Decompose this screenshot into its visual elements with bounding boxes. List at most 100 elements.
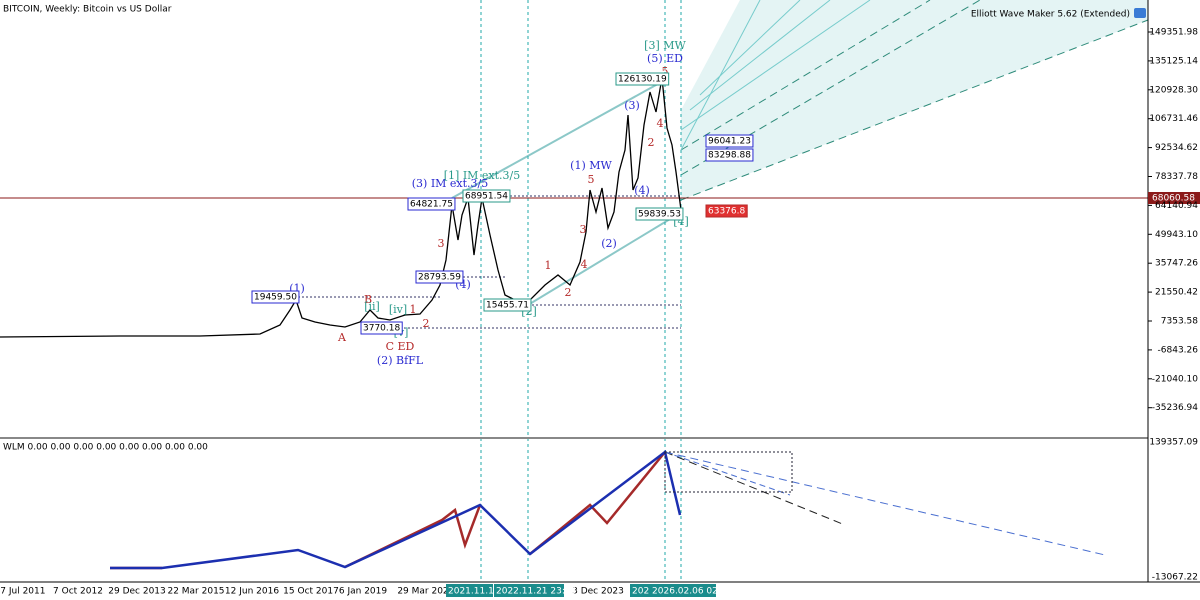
price-label: 149351.98 (1149, 28, 1198, 38)
indicator-icon (1134, 8, 1146, 18)
indicator-axis-label: -13067.22 (1152, 573, 1198, 583)
price-label: 78337.78 (1155, 172, 1198, 182)
proj-line (664, 451, 791, 496)
price-box (407, 197, 456, 211)
wave-label: (1) MW (570, 159, 612, 172)
wave-label: (2) BfFL (377, 354, 424, 367)
price-label: 7353.58 (1161, 317, 1198, 327)
price-label: 21550.42 (1155, 288, 1198, 298)
price-box-label: 96041.23 (708, 137, 751, 147)
date-highlight (630, 584, 716, 597)
price-box (705, 204, 748, 218)
price-box-label: 63376.8 (708, 207, 745, 217)
indicator-axis-label: 139357.09 (1149, 438, 1198, 448)
date-label: 202 2026.02.06 02:15 (632, 587, 732, 597)
price-label: 49943.10 (1155, 230, 1198, 240)
wave-label: (3) (624, 99, 640, 112)
date-label: 2022.11.21 23:45 (496, 587, 576, 597)
wave-label: 3 (580, 223, 587, 236)
date-label: 7 Oct 2012 (53, 587, 103, 597)
price-label: -35236.94 (1152, 403, 1198, 413)
wlm-projections (664, 451, 1106, 556)
wave-label: (4) (634, 184, 650, 197)
wave-label: [1] IM ext.3/5 (444, 169, 521, 182)
price-box-label: 59839.53 (638, 210, 681, 220)
date-label: 29 Dec 2013 (108, 587, 166, 597)
price-box (415, 270, 464, 284)
fan-line (680, 19, 1149, 201)
price-label: 64140.94 (1155, 201, 1198, 211)
price-label: 106731.46 (1149, 114, 1198, 124)
date-highlight (446, 584, 493, 597)
price-box (615, 72, 670, 86)
current-price-tag (1148, 192, 1200, 204)
date-label: 12 Jun 2016 (225, 587, 279, 597)
indicator-title: WLM 0.00 0.00 0.00 0.00 0.00 0.00 0.00 0… (3, 443, 208, 453)
channel-upper (451, 79, 666, 199)
wave-label: 1 (545, 259, 552, 272)
date-label: 17 Jul 2011 (0, 587, 45, 597)
wave-label: 2 (565, 286, 572, 299)
price-label: 92534.62 (1155, 143, 1198, 153)
wave-label: 4 (581, 258, 588, 271)
symbol-title: BITCOIN, Weekly: Bitcoin vs US Dollar (3, 5, 172, 15)
wave-label: C ED (386, 340, 415, 353)
wave-label: (5) ED (647, 52, 683, 65)
wlm-blue (110, 449, 682, 570)
price-box (360, 321, 403, 335)
price-curve (0, 77, 682, 338)
price-box-label: 64821.75 (410, 200, 453, 210)
price-box-label: 19459.50 (254, 293, 297, 303)
price-box-label: 28793.59 (418, 273, 461, 283)
fan-line (689, 0, 831, 111)
price-label: -21040.10 (1152, 374, 1198, 384)
fan-line (699, 0, 801, 96)
price-box (462, 189, 511, 203)
price-box-label: 126130.19 (618, 75, 667, 85)
price-label: 120928.30 (1149, 85, 1198, 95)
wave-label: [iv] (389, 303, 407, 316)
price-box (705, 148, 754, 162)
wave-label: 5 (662, 65, 669, 78)
fan-thin (680, 0, 871, 151)
wave-label: B (364, 293, 372, 306)
wave-label: 2 (423, 317, 430, 330)
current-price: 68060.58 (1152, 194, 1195, 204)
wave-label: 3 (438, 237, 445, 250)
price-box-label: 3770.18 (363, 324, 400, 334)
wave-label: [ii] (364, 300, 380, 313)
price-label: 35747.26 (1155, 259, 1198, 269)
price-box (251, 290, 300, 304)
channel-lower (527, 212, 681, 306)
date-label: 3 Dec 2023 (572, 587, 624, 597)
date-label: 29 Mar 202 (397, 587, 448, 597)
wave-label: A (337, 331, 347, 344)
price-box (635, 207, 684, 221)
price-box (705, 134, 754, 148)
time-markers (480, 0, 682, 582)
wave-label: 1 (410, 303, 417, 316)
proj-box (664, 451, 793, 493)
date-label: 22 Mar 2015 (167, 587, 224, 597)
wave-label: 5 (588, 173, 595, 186)
price-box-label: 15455.71 (486, 301, 529, 311)
date-label: 2021.11.10 (448, 587, 500, 597)
wave-label: 2 (648, 136, 655, 149)
wave-label: (3) IM ext.3/5 (412, 177, 489, 190)
fan-line (680, 0, 931, 151)
date-label: 6 Jan 2019 (339, 587, 387, 597)
price-label: 135125.14 (1149, 56, 1198, 66)
price-label: -6843.26 (1158, 345, 1199, 355)
price-box-label: 83298.88 (708, 151, 751, 161)
indicator-name: Elliott Wave Maker 5.62 (Extended) (971, 10, 1130, 20)
price-box (483, 298, 532, 312)
wlm-red (529, 451, 666, 555)
wave-label: [3] MW (644, 39, 686, 52)
proj-line (664, 451, 1106, 556)
date-highlight (494, 584, 564, 597)
price-box-label: 68951.54 (465, 192, 508, 202)
fan-line (680, 0, 761, 151)
